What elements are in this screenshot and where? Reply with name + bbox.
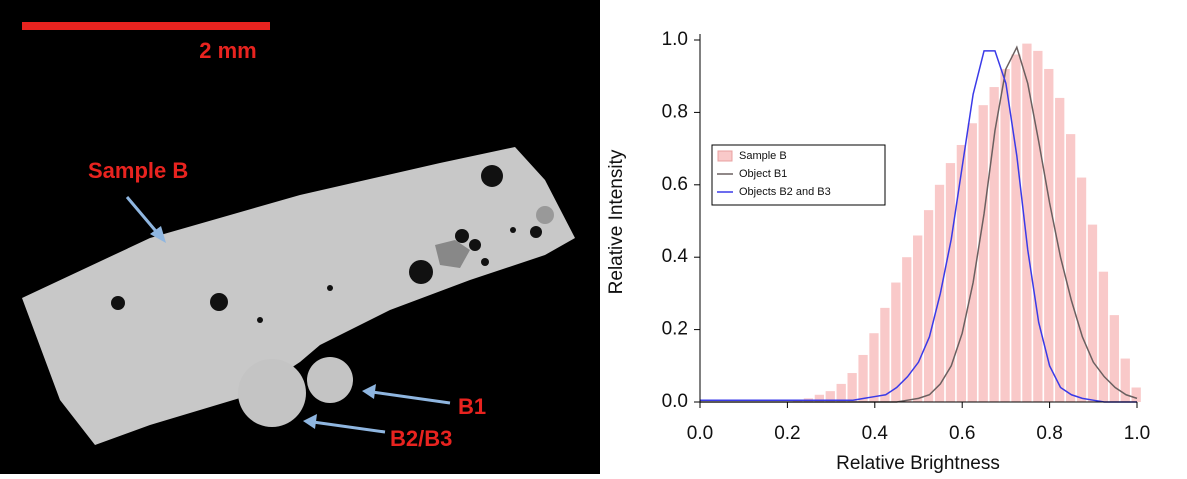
scale-label: 2 mm	[199, 38, 256, 63]
sample-label: Sample B	[88, 158, 188, 183]
y-tick-label: 0.4	[662, 246, 689, 267]
inclusion	[435, 240, 470, 268]
bar	[869, 333, 879, 402]
scale-bar	[22, 22, 270, 30]
bar	[880, 307, 890, 402]
legend-swatch	[717, 150, 733, 162]
x-tick-label: 0.6	[949, 423, 975, 444]
legend-label: Objects B2 and B3	[739, 186, 831, 198]
x-tick-label: 1.0	[1124, 423, 1150, 444]
x-tick-label: 0.0	[687, 423, 713, 444]
bar	[1022, 43, 1032, 403]
bar	[1011, 54, 1021, 402]
bar	[913, 235, 923, 402]
bar	[836, 383, 846, 402]
object-b2-b3	[238, 359, 306, 427]
bar	[967, 123, 977, 402]
x-tick-label: 0.8	[1036, 423, 1062, 444]
y-tick-label: 0.8	[662, 101, 688, 122]
bar	[847, 373, 857, 402]
bar	[923, 210, 934, 402]
b2b3-label: B2/B3	[390, 426, 452, 451]
bar	[1076, 177, 1087, 402]
legend-label: Sample B	[739, 150, 787, 162]
bar	[858, 354, 868, 402]
voids	[111, 165, 542, 323]
bar	[978, 105, 988, 402]
y-tick-label: 1.0	[662, 29, 688, 50]
bar	[1120, 358, 1130, 402]
legend-box	[711, 144, 886, 206]
sample-shape	[22, 147, 575, 445]
bar	[792, 400, 803, 402]
y-tick-label: 0.6	[662, 174, 688, 195]
x-tick-label: 0.4	[862, 423, 889, 444]
bar	[891, 282, 901, 402]
arrows	[125, 196, 451, 434]
bar	[1109, 315, 1119, 402]
y-tick-label: 0.0	[662, 391, 688, 412]
bar	[934, 184, 945, 402]
bar	[814, 394, 824, 402]
y-axis-label: Relative Intensity	[606, 149, 627, 294]
x-axis-label: Relative Brightness	[836, 453, 1000, 474]
bar	[989, 87, 999, 402]
b1-label: B1	[458, 394, 486, 419]
bar	[1044, 68, 1054, 403]
bar	[1000, 68, 1010, 403]
object-b1	[307, 357, 353, 403]
bar	[825, 391, 835, 402]
bar	[1033, 50, 1043, 403]
bar	[1087, 224, 1098, 402]
bar	[945, 163, 956, 402]
bar	[956, 144, 967, 403]
bar	[1098, 271, 1109, 402]
legend-label: Object B1	[739, 168, 787, 180]
bar	[1131, 387, 1141, 402]
x-tick-label: 0.2	[774, 423, 800, 444]
inclusion	[536, 206, 554, 224]
plot-panel	[600, 0, 1187, 474]
bar	[902, 257, 912, 402]
series-line	[700, 50, 1137, 403]
bar	[1065, 134, 1076, 402]
y-tick-label: 0.2	[662, 319, 688, 340]
